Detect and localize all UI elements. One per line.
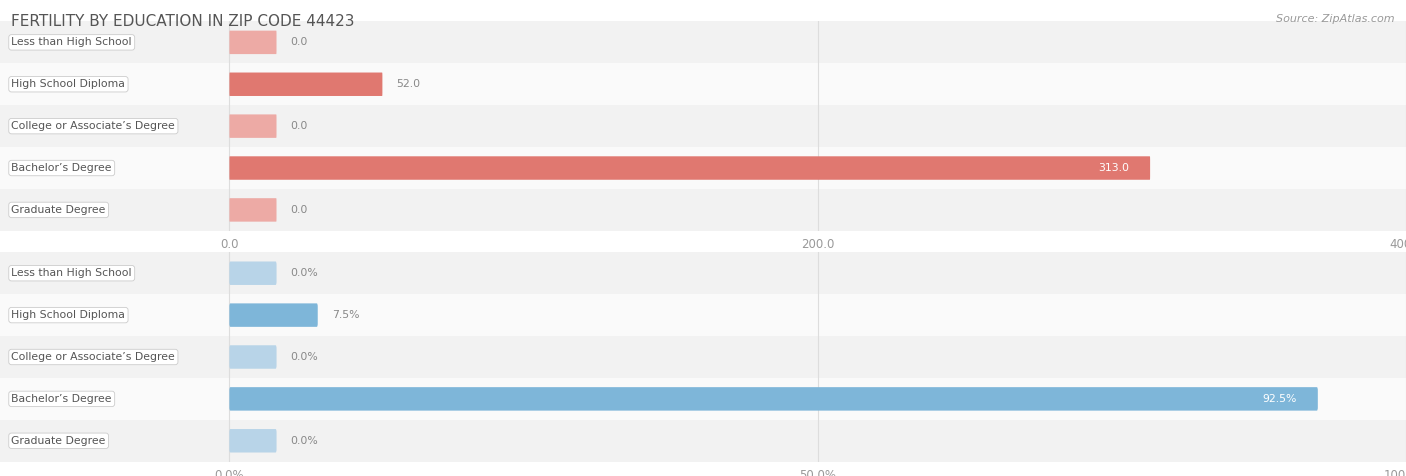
FancyBboxPatch shape bbox=[0, 294, 1406, 336]
FancyBboxPatch shape bbox=[0, 147, 1406, 189]
Text: 0.0: 0.0 bbox=[291, 121, 308, 131]
FancyBboxPatch shape bbox=[229, 114, 277, 138]
Text: Less than High School: Less than High School bbox=[11, 268, 132, 278]
FancyBboxPatch shape bbox=[0, 336, 1406, 378]
Text: 0.0%: 0.0% bbox=[291, 352, 318, 362]
Text: FERTILITY BY EDUCATION IN ZIP CODE 44423: FERTILITY BY EDUCATION IN ZIP CODE 44423 bbox=[11, 14, 354, 30]
FancyBboxPatch shape bbox=[229, 72, 382, 96]
Text: Graduate Degree: Graduate Degree bbox=[11, 205, 105, 215]
FancyBboxPatch shape bbox=[0, 105, 1406, 147]
FancyBboxPatch shape bbox=[0, 252, 1406, 294]
FancyBboxPatch shape bbox=[229, 156, 1150, 180]
Text: College or Associate’s Degree: College or Associate’s Degree bbox=[11, 121, 176, 131]
FancyBboxPatch shape bbox=[229, 303, 318, 327]
FancyBboxPatch shape bbox=[229, 261, 277, 285]
FancyBboxPatch shape bbox=[0, 63, 1406, 105]
Text: Bachelor’s Degree: Bachelor’s Degree bbox=[11, 163, 112, 173]
FancyBboxPatch shape bbox=[229, 429, 277, 453]
Text: Graduate Degree: Graduate Degree bbox=[11, 436, 105, 446]
FancyBboxPatch shape bbox=[229, 387, 1317, 411]
Text: Bachelor’s Degree: Bachelor’s Degree bbox=[11, 394, 112, 404]
Text: 92.5%: 92.5% bbox=[1263, 394, 1296, 404]
Text: 0.0: 0.0 bbox=[291, 37, 308, 48]
FancyBboxPatch shape bbox=[0, 21, 1406, 63]
Text: 313.0: 313.0 bbox=[1098, 163, 1129, 173]
Text: College or Associate’s Degree: College or Associate’s Degree bbox=[11, 352, 176, 362]
Text: 52.0: 52.0 bbox=[396, 79, 420, 89]
FancyBboxPatch shape bbox=[229, 30, 277, 54]
FancyBboxPatch shape bbox=[0, 420, 1406, 462]
FancyBboxPatch shape bbox=[0, 378, 1406, 420]
Text: Source: ZipAtlas.com: Source: ZipAtlas.com bbox=[1277, 14, 1395, 24]
FancyBboxPatch shape bbox=[229, 198, 277, 222]
Text: High School Diploma: High School Diploma bbox=[11, 79, 125, 89]
Text: 0.0%: 0.0% bbox=[291, 436, 318, 446]
Text: 0.0%: 0.0% bbox=[291, 268, 318, 278]
FancyBboxPatch shape bbox=[229, 345, 277, 369]
Text: High School Diploma: High School Diploma bbox=[11, 310, 125, 320]
Text: 0.0: 0.0 bbox=[291, 205, 308, 215]
FancyBboxPatch shape bbox=[0, 189, 1406, 231]
Text: 7.5%: 7.5% bbox=[332, 310, 360, 320]
Text: Less than High School: Less than High School bbox=[11, 37, 132, 48]
